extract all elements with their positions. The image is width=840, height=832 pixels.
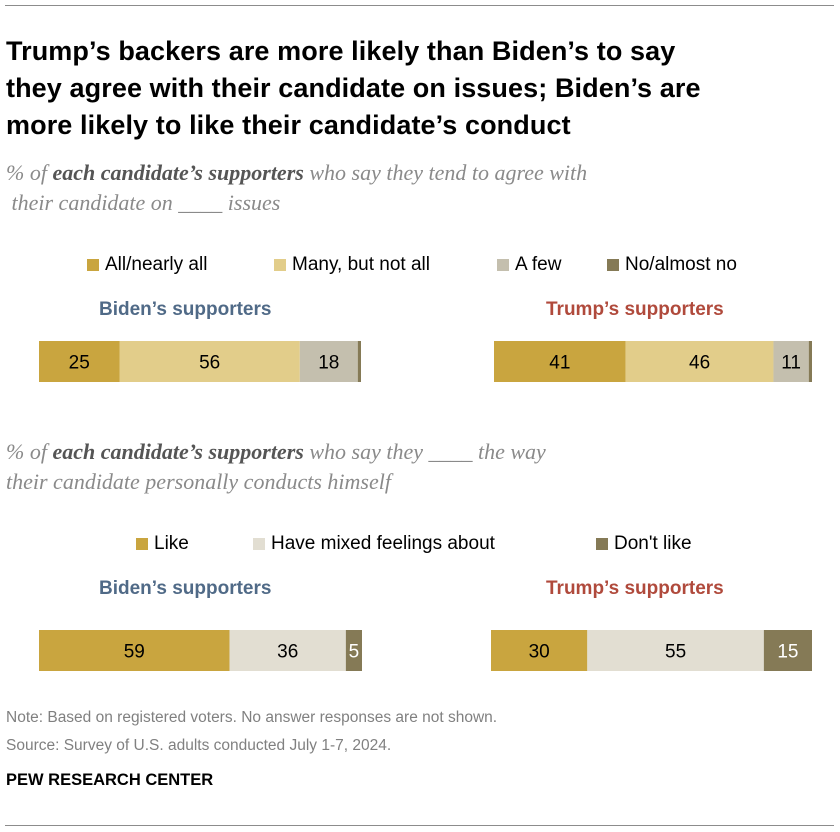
bar-segment [763,630,812,671]
bar-segment [39,341,120,382]
top-rule [5,5,834,6]
bar-segment [773,341,809,382]
bar-segment [229,630,346,671]
bar-value-label: 46 [689,353,710,374]
bar-value-label: 55 [665,642,686,663]
bar-value-label: 5 [349,642,360,663]
title-line-2: they agree with their candidate on issue… [6,73,701,103]
group-label-trump-issues: Trump’s supporters [546,299,724,320]
group-label-biden-conduct: Biden’s supporters [99,578,272,599]
footer-org: PEW RESEARCH CENTER [6,771,214,789]
legend-label: A few [515,254,562,275]
note-text: Note: Based on registered voters. No ans… [6,709,498,726]
group-label-trump-conduct: Trump’s supporters [546,578,724,599]
legend-conduct: Like Have mixed feelings about Don't lik… [0,532,840,556]
bottom-rule [5,825,834,826]
legend-label: Don't like [614,533,692,554]
bar-segment [808,341,812,382]
source-text: Source: Survey of U.S. adults conducted … [6,737,392,754]
subtitle-issues-prefix: % of [6,160,47,185]
group-label-biden-issues: Biden’s supporters [99,299,272,320]
bar-value-label: 25 [69,353,90,374]
subtitle-issues: % of each candidate’s supporters who say… [6,158,806,218]
legend-swatch [253,538,265,550]
bar-segment [625,341,774,382]
legend-swatch [596,538,608,550]
bar-value-label: 59 [124,642,145,663]
legend-swatch [497,259,509,271]
subtitle-conduct-line2: their candidate personally conducts hims… [6,469,391,494]
bar-value-label: 41 [549,353,570,374]
legend-item-all-nearly-all: All/nearly all [87,253,207,277]
subtitle-conduct: % of each candidate’s supporters who say… [6,437,806,497]
title-line-3: more likely to like their candidate’s co… [6,110,571,140]
legend-swatch [274,259,286,271]
subtitle-conduct-rest: who say they ____ the way [309,439,546,464]
bar-segment [299,341,358,382]
subtitle-issues-bold: each candidate’s supporters [52,160,304,185]
legend-item-no-almost-no: No/almost no [607,253,737,277]
bar-segment [357,341,361,382]
title-line-1: Trump’s backers are more likely than Bid… [6,36,676,66]
chart-title: Trump’s backers are more likely than Bid… [6,33,826,144]
bar-value-label: 30 [529,642,550,663]
legend-item-mixed-feelings: Have mixed feelings about [253,532,495,556]
subtitle-issues-line2: their candidate on ____ issues [11,190,281,215]
legend-label: Like [154,533,189,554]
subtitle-issues-rest: who say they tend to agree with [309,160,588,185]
legend-item-a-few: A few [497,253,561,277]
legend-label: No/almost no [625,254,737,275]
legend-item-many-but-not-all: Many, but not all [274,253,430,277]
legend-label: Many, but not all [292,254,431,275]
bar-segment [491,630,588,671]
bar-value-label: 18 [318,353,339,374]
legend-label: Have mixed feelings about [271,533,495,554]
legend-swatch [136,538,148,550]
bar-segment [587,630,764,671]
legend-swatch [87,259,99,271]
bar-value-label: 56 [199,353,220,374]
legend-item-dont-like: Don't like [596,532,692,556]
subtitle-conduct-bold: each candidate’s supporters [52,439,304,464]
legend-issues: All/nearly all Many, but not all A few N… [0,253,840,277]
bar-segment [345,630,362,671]
bar-segment [39,630,230,671]
subtitle-conduct-prefix: % of [6,439,47,464]
legend-label: All/nearly all [105,254,208,275]
bar-segment [494,341,626,382]
bar-segment [119,341,300,382]
bar-value-label: 11 [781,353,801,374]
legend-item-like: Like [136,532,189,556]
legend-swatch [607,259,619,271]
bar-value-label: 15 [777,642,798,663]
bar-value-label: 36 [277,642,298,663]
